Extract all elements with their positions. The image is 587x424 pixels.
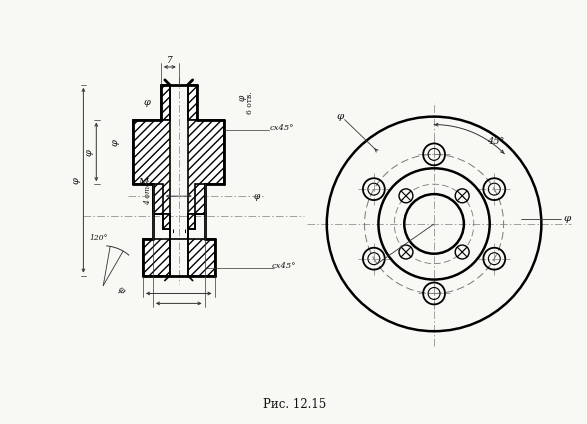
Polygon shape — [188, 85, 197, 120]
Polygon shape — [143, 239, 170, 276]
Text: Рис. 12.15: Рис. 12.15 — [264, 398, 326, 411]
Text: М: М — [138, 178, 148, 187]
Polygon shape — [195, 184, 205, 214]
Text: φ: φ — [253, 192, 259, 201]
Text: 45°: 45° — [487, 137, 504, 146]
Text: φ: φ — [336, 112, 343, 121]
Polygon shape — [188, 239, 214, 276]
Text: 6 отв.: 6 отв. — [247, 92, 254, 114]
Text: сх45°: сх45° — [272, 262, 296, 270]
Polygon shape — [133, 120, 170, 214]
Text: 4 отв.: 4 отв. — [144, 179, 152, 205]
Text: φ: φ — [111, 139, 120, 146]
Text: 7: 7 — [167, 56, 173, 64]
Text: φ: φ — [72, 177, 81, 184]
Text: φ: φ — [144, 98, 150, 107]
Polygon shape — [188, 120, 224, 214]
Bar — [131, 80, 227, 281]
Polygon shape — [163, 214, 170, 229]
Text: φ: φ — [564, 215, 571, 223]
Text: φ: φ — [238, 95, 247, 101]
Polygon shape — [153, 184, 163, 214]
Text: φ: φ — [85, 149, 94, 156]
Text: φ: φ — [116, 285, 127, 296]
Polygon shape — [188, 214, 195, 229]
Text: сх45°: сх45° — [270, 123, 294, 131]
Polygon shape — [161, 85, 170, 120]
Text: 120°: 120° — [89, 234, 107, 242]
